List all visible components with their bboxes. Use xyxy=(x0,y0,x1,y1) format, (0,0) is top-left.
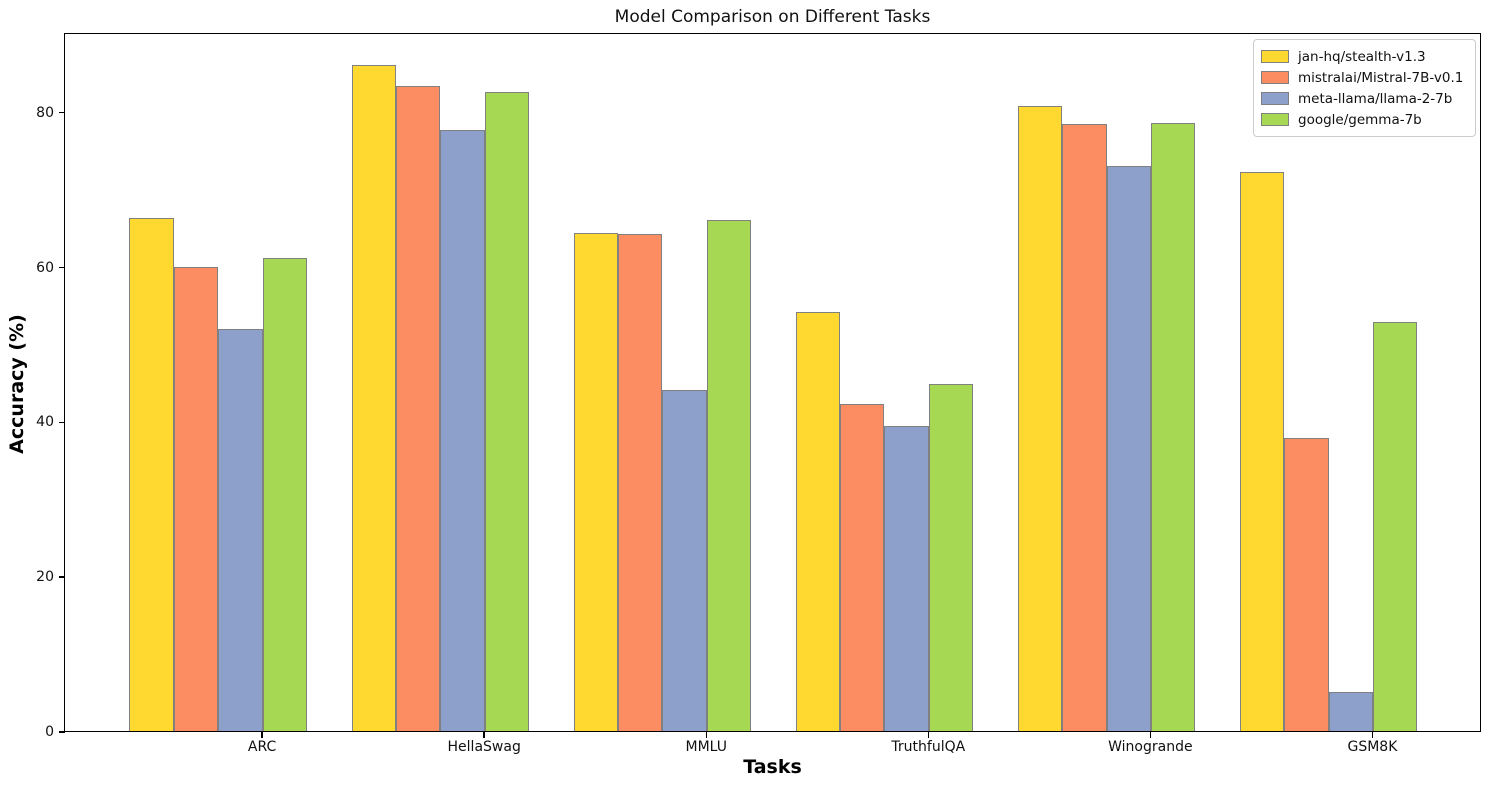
bar-llama-2-7b-GSM8K xyxy=(1328,692,1373,731)
plot-area xyxy=(64,33,1481,732)
y-tick-label: 80 xyxy=(36,104,54,121)
legend-label: meta-llama/llama-2-7b xyxy=(1298,90,1453,107)
bar-stealth-v1.3-Winogrande xyxy=(1017,106,1062,731)
y-tick-mark xyxy=(58,112,65,114)
x-tick-label-ARC: ARC xyxy=(247,739,277,755)
bar-llama-2-7b-ARC xyxy=(218,328,263,731)
legend-swatch xyxy=(1261,50,1289,63)
x-axis-label: Tasks xyxy=(743,756,802,778)
legend-label: jan-hq/stealth-v1.3 xyxy=(1298,48,1426,65)
x-tick-mark xyxy=(1149,732,1152,738)
x-tick-label-Winogrande: Winogrande xyxy=(1108,739,1193,755)
y-tick-mark xyxy=(58,266,65,269)
x-tick-mark xyxy=(927,732,929,738)
x-tick-mark xyxy=(483,732,485,738)
chart-title: Model Comparison on Different Tasks xyxy=(614,7,931,27)
legend-swatch xyxy=(1261,113,1289,126)
bar-stealth-v1.3-HellaSwag xyxy=(351,65,396,731)
bar-llama-2-7b-HellaSwag xyxy=(440,130,485,731)
x-tick-label-GSM8K: GSM8K xyxy=(1347,739,1398,755)
bar-Mistral-7B-v0.1-Winogrande xyxy=(1062,124,1107,731)
y-tick-mark xyxy=(58,731,65,733)
y-tick-label: 40 xyxy=(36,414,54,431)
legend-item: meta-llama/llama-2-7b xyxy=(1261,88,1467,109)
bar-stealth-v1.3-MMLU xyxy=(573,233,618,731)
legend-swatch xyxy=(1261,92,1289,105)
y-tick-label: 0 xyxy=(45,724,54,740)
bar-gemma-7b-HellaSwag xyxy=(484,92,530,731)
legend-item: mistralai/Mistral-7B-v0.1 xyxy=(1261,67,1467,88)
bar-gemma-7b-GSM8K xyxy=(1372,322,1418,731)
x-tick-label-MMLU: MMLU xyxy=(685,739,727,755)
x-tick-mark xyxy=(705,732,707,738)
legend: jan-hq/stealth-v1.3 mistralai/Mistral-7B… xyxy=(1253,39,1476,137)
bar-Mistral-7B-v0.1-TruthfulQA xyxy=(840,404,885,731)
legend-swatch xyxy=(1261,71,1289,84)
x-tick-label-HellaSwag: HellaSwag xyxy=(447,739,521,755)
x-tick-mark xyxy=(1371,732,1374,738)
legend-label: google/gemma-7b xyxy=(1298,111,1422,128)
bar-gemma-7b-MMLU xyxy=(706,220,752,731)
y-tick-label: 60 xyxy=(36,259,54,276)
legend-item: google/gemma-7b xyxy=(1261,109,1467,130)
bar-llama-2-7b-Winogrande xyxy=(1106,165,1151,731)
bar-stealth-v1.3-GSM8K xyxy=(1239,172,1285,731)
x-tick-mark xyxy=(261,732,263,738)
bar-Mistral-7B-v0.1-ARC xyxy=(173,266,219,731)
x-tick-label-TruthfulQA: TruthfulQA xyxy=(891,739,966,755)
bar-stealth-v1.3-TruthfulQA xyxy=(795,312,840,731)
bar-gemma-7b-ARC xyxy=(262,258,307,731)
legend-item: jan-hq/stealth-v1.3 xyxy=(1261,46,1467,67)
bar-llama-2-7b-MMLU xyxy=(662,390,707,731)
bar-llama-2-7b-TruthfulQA xyxy=(884,426,929,731)
bar-stealth-v1.3-ARC xyxy=(129,217,174,731)
bar-Mistral-7B-v0.1-MMLU xyxy=(617,234,663,731)
bar-Mistral-7B-v0.1-HellaSwag xyxy=(395,86,441,731)
y-tick-mark xyxy=(58,576,65,578)
bar-gemma-7b-TruthfulQA xyxy=(928,384,974,731)
bar-Mistral-7B-v0.1-GSM8K xyxy=(1284,438,1329,731)
legend-label: mistralai/Mistral-7B-v0.1 xyxy=(1298,69,1464,86)
bars-container xyxy=(65,34,1480,731)
y-axis-label: Accuracy (%) xyxy=(6,314,28,454)
bar-gemma-7b-Winogrande xyxy=(1150,123,1196,731)
y-tick-label: 20 xyxy=(36,569,54,586)
y-tick-mark xyxy=(58,421,65,424)
